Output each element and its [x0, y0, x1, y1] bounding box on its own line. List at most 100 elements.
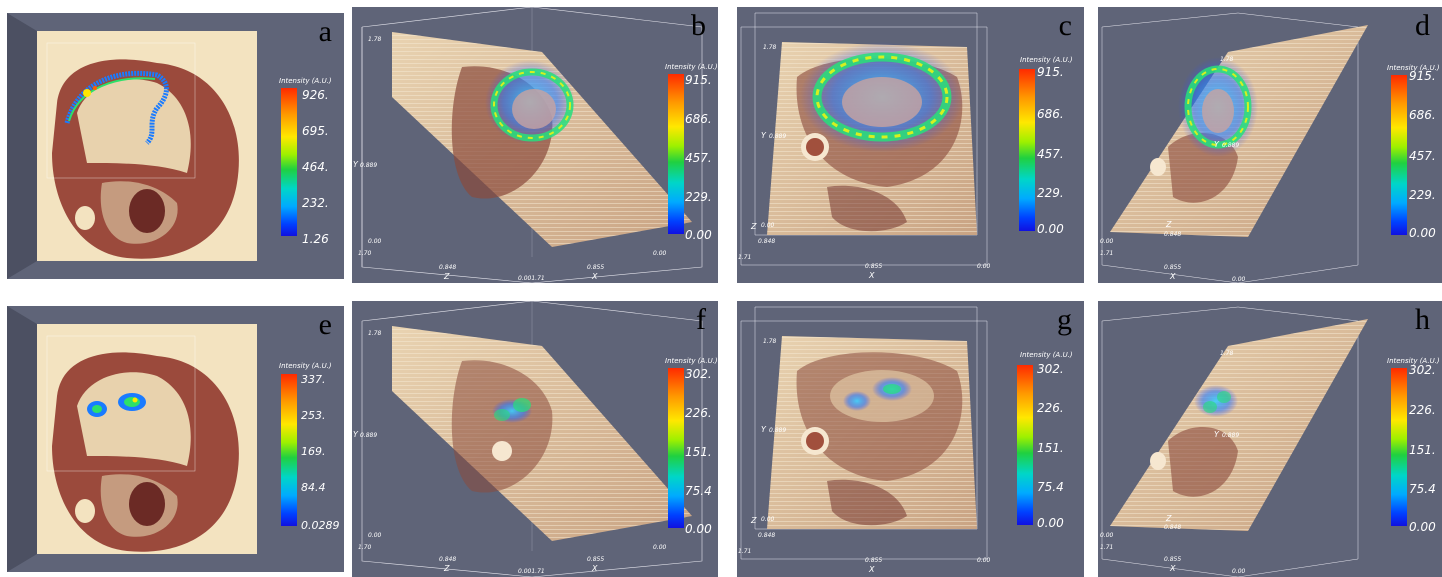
colorbar-tick: 686. — [1409, 108, 1436, 122]
axis-tick: 0.00 — [368, 238, 382, 245]
axis-name: Y — [761, 131, 766, 140]
axis-tick: 0.855 — [1164, 264, 1182, 271]
axis-tick: 0.001.71 — [518, 568, 545, 575]
colorbar-tick: 0.00 — [1409, 520, 1436, 534]
axis-tick: 0.848 — [1164, 231, 1182, 238]
tissue-slice-image — [7, 306, 257, 572]
axis-tick: 0.00 — [1100, 532, 1114, 539]
colorbar-tick: 915. — [1409, 69, 1436, 83]
volume-render-image — [740, 306, 988, 560]
axis-name: X — [869, 271, 875, 280]
colorbar — [1391, 368, 1407, 526]
axis-tick: 1.71 — [738, 548, 752, 555]
colorbar — [668, 74, 684, 234]
panel-letter: c — [1058, 9, 1072, 42]
axis-tick: 0.889 — [360, 162, 378, 169]
panel-h: h Intensity (A.U.) 302. 226. 151. 75.4 0… — [1098, 301, 1442, 577]
axis-name: Z — [751, 222, 757, 231]
axis-tick: 1.70 — [358, 250, 372, 257]
colorbar-title: Intensity (A.U.) — [1387, 357, 1440, 365]
colorbar-tick: 229. — [1037, 186, 1064, 200]
axis-tick: 0.00 — [653, 544, 667, 551]
colorbar-tick: 226. — [1409, 403, 1436, 417]
axis-tick: 1.78 — [1220, 350, 1234, 357]
colorbar-title: Intensity (A.U.) — [1387, 64, 1440, 72]
axis-tick: 0.848 — [758, 238, 776, 245]
colorbar-tick: 302. — [1409, 363, 1436, 377]
colorbar-tick: 0.0289 — [301, 519, 340, 532]
colorbar-tick: 302. — [1037, 362, 1064, 376]
colorbar-tick: 0.00 — [685, 522, 712, 536]
axis-tick: 0.00 — [1100, 238, 1114, 245]
colorbar — [668, 368, 684, 528]
panel-f: f Intensity (A.U.) 302. 226. 151. 75.4 0… — [352, 301, 718, 577]
axis-tick: 0.00 — [368, 532, 382, 539]
colorbar — [1391, 75, 1407, 235]
axis-name: Z — [1166, 514, 1172, 523]
axis-tick: 0.855 — [587, 264, 605, 271]
axis-tick: 0.848 — [439, 556, 457, 563]
axis-tick: 0.855 — [865, 557, 883, 564]
panel-c: c Intensity (A.U.) 915. 686. 457. 229. 0… — [737, 7, 1084, 283]
axis-name: Z — [444, 564, 450, 573]
colorbar-tick: 229. — [685, 190, 712, 204]
axis-tick: 0.848 — [439, 264, 457, 271]
panel-d: d Intensity (A.U.) 915. 686. 457. 229. 0… — [1098, 7, 1442, 283]
colorbar-tick: 75.4 — [1037, 480, 1064, 494]
colorbar-tick: 226. — [1037, 401, 1064, 415]
axis-tick: 0.889 — [360, 432, 378, 439]
colorbar-tick: 229. — [1409, 188, 1436, 202]
panel-e: e Intensity (A.U.) 337. 253. 169. 84.4 0… — [7, 306, 344, 572]
axis-tick: 1.71 — [1100, 544, 1114, 551]
axis-tick: 0.889 — [1222, 142, 1240, 149]
axis-name: X — [1170, 272, 1176, 281]
colorbar-tick: 0.00 — [1037, 516, 1064, 530]
colorbar-tick: 151. — [685, 445, 712, 459]
colorbar-tick: 0.00 — [1409, 226, 1436, 240]
axis-tick: 0.001.71 — [518, 275, 545, 282]
axis-tick: 1.70 — [358, 544, 372, 551]
colorbar-tick: 464. — [302, 160, 329, 174]
axis-tick: 0.855 — [587, 556, 605, 563]
axis-name: Y — [353, 430, 358, 439]
axis-tick: 0.889 — [769, 427, 787, 434]
colorbar-tick: 75.4 — [1409, 482, 1436, 496]
axis-name: Y — [353, 160, 358, 169]
colorbar-title: Intensity (A.U.) — [279, 362, 332, 370]
colorbar-tick: 0.00 — [1037, 222, 1064, 236]
panel-letter: d — [1415, 9, 1430, 42]
colorbar-tick: 915. — [1037, 65, 1064, 79]
colorbar-tick: 915. — [685, 73, 712, 87]
axis-name: X — [1170, 564, 1176, 573]
axis-name: Y — [1214, 430, 1219, 439]
axis-tick: 0.00 — [977, 263, 991, 270]
axis-tick: 0.00 — [761, 222, 775, 229]
colorbar-tick: 457. — [1409, 149, 1436, 163]
colorbar — [281, 88, 297, 236]
colorbar-tick: 151. — [1409, 443, 1436, 457]
colorbar-tick: 151. — [1037, 441, 1064, 455]
colorbar — [1019, 69, 1035, 231]
colorbar-title: Intensity (A.U.) — [665, 63, 718, 71]
volume-render-image — [1101, 306, 1368, 577]
colorbar-tick: 686. — [1037, 107, 1064, 121]
axis-tick: 0.855 — [865, 263, 883, 270]
colorbar-tick: 337. — [301, 373, 326, 386]
panel-g: g Intensity (A.U.) 302. 226. 151. 75.4 0… — [737, 301, 1084, 577]
colorbar — [1017, 365, 1033, 525]
axis-tick: 0.00 — [1232, 276, 1246, 283]
colorbar-title: Intensity (A.U.) — [279, 77, 332, 85]
axis-name: X — [869, 565, 875, 574]
volume-render-image — [361, 301, 703, 577]
axis-name: Y — [761, 425, 766, 434]
axis-tick: 0.889 — [1222, 432, 1240, 439]
tissue-slice-image — [7, 13, 257, 279]
axis-name: Z — [444, 272, 450, 281]
axis-name: X — [592, 564, 598, 573]
axis-tick: 0.889 — [769, 133, 787, 140]
colorbar-tick: 253. — [301, 409, 326, 422]
colorbar — [281, 374, 297, 526]
panel-b: b Intensity (A.U.) 915. 686. 457. 229. 0… — [352, 7, 718, 283]
axis-name: Z — [1166, 220, 1172, 229]
panel-letter: h — [1415, 303, 1430, 336]
